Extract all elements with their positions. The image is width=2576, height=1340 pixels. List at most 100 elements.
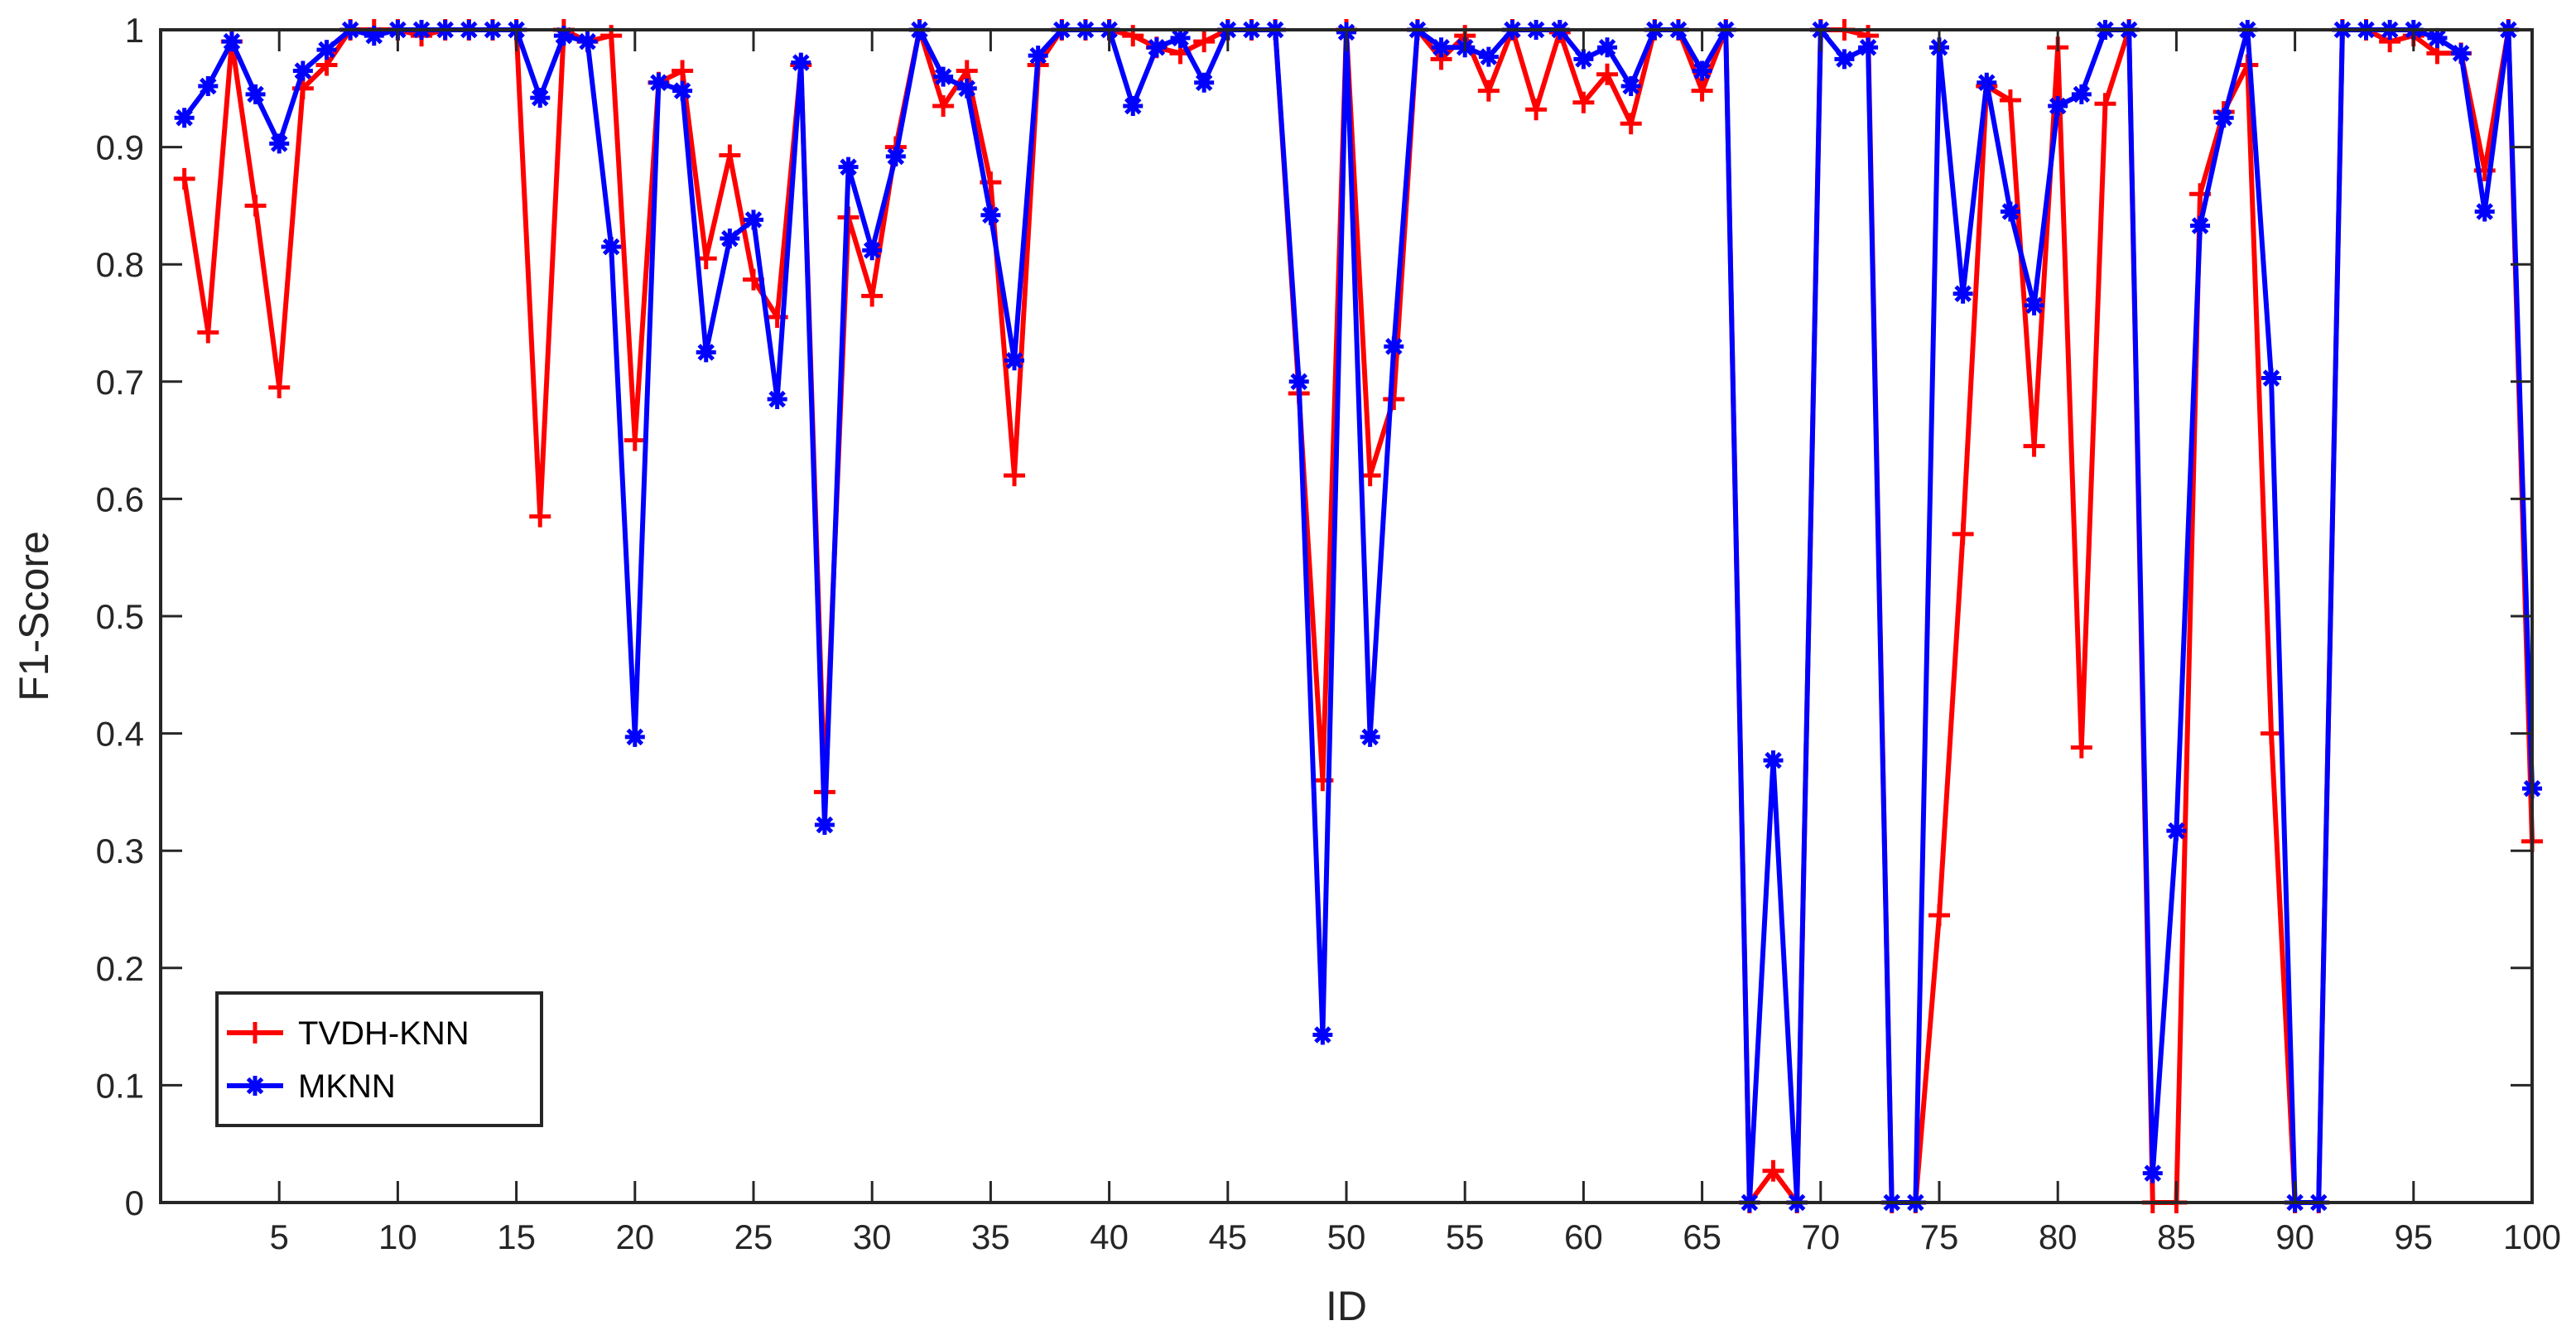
data-point xyxy=(173,167,195,190)
data-point xyxy=(648,72,669,93)
data-point xyxy=(1692,60,1712,81)
legend-item: TVDH-KNN xyxy=(227,1015,469,1052)
x-tick-label: 95 xyxy=(2394,1217,2433,1256)
y-tick-label: 0.6 xyxy=(96,480,144,518)
data-point xyxy=(198,75,219,96)
data-point xyxy=(767,389,787,410)
data-point xyxy=(1193,31,1216,53)
data-point xyxy=(956,60,978,82)
data-point xyxy=(672,60,694,82)
data-point xyxy=(980,205,1001,225)
data-point xyxy=(2474,201,2495,222)
x-tick-label: 15 xyxy=(497,1217,536,1256)
data-point xyxy=(2024,295,2044,316)
data-point xyxy=(1573,49,1594,70)
x-tick-label: 85 xyxy=(2157,1217,2196,1256)
x-tick-label: 70 xyxy=(1801,1217,1840,1256)
x-tick-label: 45 xyxy=(1208,1217,1247,1256)
x-tick-label: 10 xyxy=(378,1217,417,1256)
data-point xyxy=(1123,96,1144,117)
y-tick-label: 0 xyxy=(125,1183,144,1222)
data-point xyxy=(601,236,622,257)
data-point xyxy=(1146,37,1167,58)
data-point xyxy=(2261,368,2281,388)
data-point xyxy=(1194,72,1215,93)
y-axis-title: F1-Score xyxy=(11,531,57,701)
x-tick-label: 80 xyxy=(2039,1217,2078,1256)
data-point xyxy=(933,66,954,87)
data-point xyxy=(1620,113,1642,135)
data-point xyxy=(268,376,291,398)
data-point xyxy=(1597,37,1618,58)
data-point xyxy=(292,60,313,81)
data-point xyxy=(1952,523,1974,545)
data-point xyxy=(244,195,267,217)
data-point xyxy=(1620,75,1641,96)
data-point xyxy=(1691,80,1713,102)
data-point xyxy=(2190,215,2211,236)
data-point xyxy=(791,52,811,73)
data-point xyxy=(1762,1159,1784,1182)
y-tick-label: 0.9 xyxy=(96,128,144,167)
data-point xyxy=(1384,336,1404,357)
legend: TVDH-KNN MKNN xyxy=(215,991,543,1127)
legend-box xyxy=(215,991,543,1127)
data-point xyxy=(245,84,266,104)
data-point xyxy=(719,144,741,166)
data-point xyxy=(744,210,763,230)
data-point xyxy=(530,88,551,108)
x-tick-label: 100 xyxy=(2503,1217,2561,1256)
y-tick-label: 1 xyxy=(125,11,144,50)
x-tick-label: 60 xyxy=(1564,1217,1603,1256)
data-point xyxy=(861,285,884,307)
data-point xyxy=(720,229,740,249)
data-point xyxy=(814,815,835,836)
data-point xyxy=(1004,465,1026,487)
series-line xyxy=(181,27,2535,1205)
data-point xyxy=(696,342,716,363)
data-point xyxy=(2166,821,2187,841)
x-axis-title: ID xyxy=(1326,1283,1367,1329)
x-tick-label: 55 xyxy=(1446,1217,1485,1256)
data-point xyxy=(932,95,955,118)
data-point xyxy=(2260,722,2282,745)
data-point xyxy=(956,78,977,99)
data-point xyxy=(1763,750,1784,771)
data-point xyxy=(174,108,195,128)
data-point xyxy=(529,505,551,528)
y-tick-label: 0.8 xyxy=(96,245,144,284)
data-point xyxy=(2000,201,2020,222)
data-point xyxy=(1977,72,1997,93)
data-point xyxy=(1928,904,1950,927)
data-point xyxy=(1028,46,1048,66)
y-tick-label: 0.3 xyxy=(96,831,144,870)
data-point xyxy=(553,26,574,46)
data-point xyxy=(1312,1024,1333,1045)
data-point xyxy=(1596,63,1619,85)
y-tick-label: 0.4 xyxy=(96,715,144,754)
y-tick-label: 0.1 xyxy=(96,1066,144,1105)
x-tick-label: 20 xyxy=(615,1217,654,1256)
legend-label: MKNN xyxy=(298,1068,396,1105)
x-tick-label: 35 xyxy=(971,1217,1010,1256)
data-point xyxy=(577,31,598,52)
data-point xyxy=(1477,80,1500,102)
data-point xyxy=(2213,108,2234,128)
data-point xyxy=(1478,46,1499,67)
data-point xyxy=(364,26,384,46)
data-point xyxy=(2427,27,2448,48)
data-point xyxy=(316,40,337,60)
data-point xyxy=(838,157,859,177)
data-point xyxy=(862,240,883,261)
data-point xyxy=(1858,37,1879,58)
x-tick-label: 5 xyxy=(270,1217,289,1256)
data-point xyxy=(2071,84,2092,104)
data-point xyxy=(2070,736,2092,759)
data-point xyxy=(624,429,646,451)
y-tick-label: 0.7 xyxy=(96,363,144,402)
y-tick-label: 0.5 xyxy=(96,597,144,636)
data-point xyxy=(269,133,290,154)
x-tick-label: 50 xyxy=(1327,1217,1366,1256)
data-point xyxy=(197,321,219,344)
